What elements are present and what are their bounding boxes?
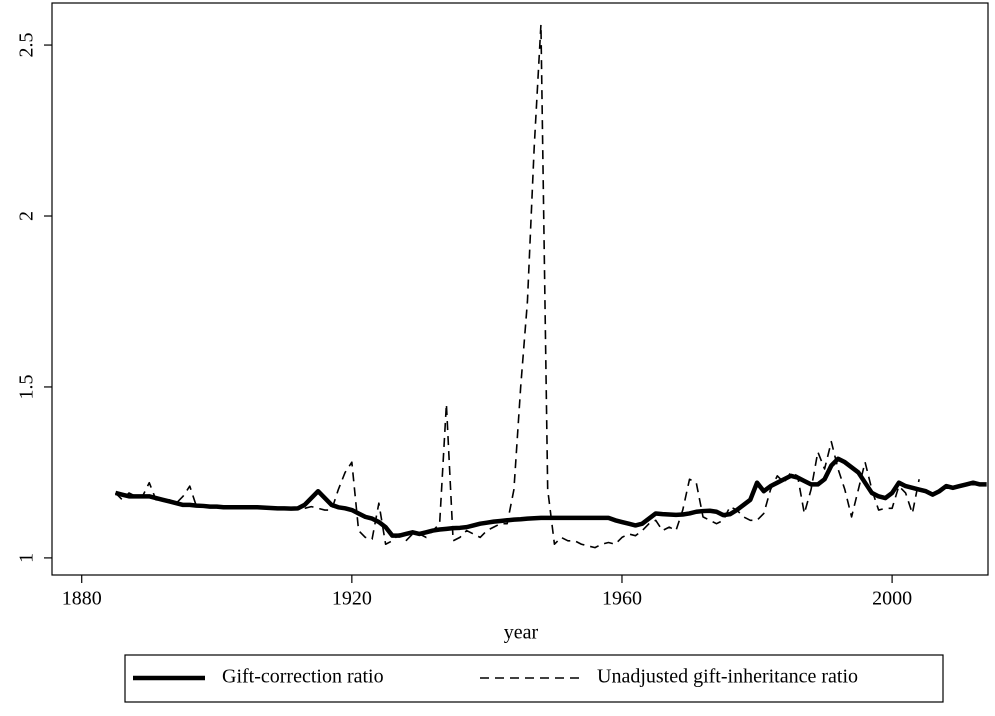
x-tick-label: 1920 — [332, 588, 372, 610]
y-tick-label: 1.5 — [16, 374, 38, 399]
legend-box — [124, 654, 944, 703]
y-tick-label: 2 — [16, 211, 38, 221]
legend-label: Gift-correction ratio — [222, 666, 384, 688]
y-tick-label: 1 — [16, 553, 38, 563]
plot-frame — [51, 2, 989, 576]
y-tick-label: 2.5 — [16, 33, 38, 58]
x-tick-label: 2000 — [872, 588, 912, 610]
x-tick-label: 1880 — [62, 588, 102, 610]
legend-label: Unadjusted gift-inheritance ratio — [597, 666, 858, 688]
x-axis-label: year — [504, 622, 539, 644]
series-line — [114, 456, 987, 538]
series-line — [114, 23, 920, 549]
x-tick-label: 1960 — [602, 588, 642, 610]
